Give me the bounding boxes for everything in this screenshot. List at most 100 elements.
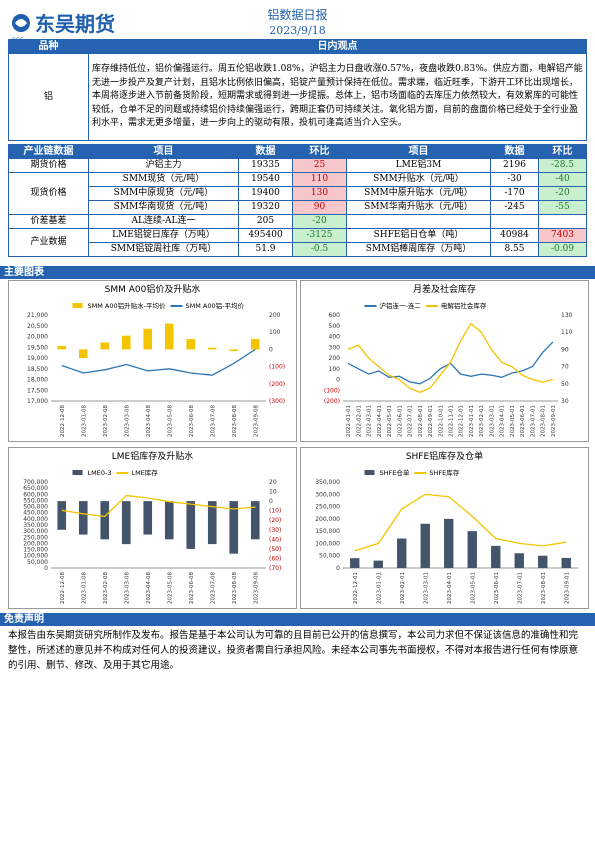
chart-box: SMM A00铝价及升贴水 SMM A00铝升贴水-平均价 SMM A00铝-平均价… xyxy=(8,280,297,442)
bar xyxy=(229,349,239,352)
tick-label: 20,000 xyxy=(27,334,48,341)
bar xyxy=(538,555,548,568)
x-tick-label: 2022-12-01 xyxy=(459,405,465,437)
item-change: 130 xyxy=(292,186,347,201)
data-row: SMM铝锭周社库（万吨） 51.9 -0.5 SMM铝棒周库存（万吨） 8.55 -0.0… xyxy=(9,242,587,257)
tick-label: 100 xyxy=(269,329,281,336)
bar xyxy=(57,345,67,350)
x-tick-label: 2023-07-01 xyxy=(530,405,536,437)
opinion-table: 品种 日内观点 铝库存维持低位，铝价偏强运行。周五伦铝收跌1.08%，沪铝主力日盘… xyxy=(8,39,587,141)
legend-label: SHFE仓单 xyxy=(380,468,410,477)
x-tick-label: 2023-09-08 xyxy=(253,405,259,437)
empty-cell xyxy=(346,214,491,229)
tick-label: 350,000 xyxy=(23,522,48,529)
item-name: SMM铝棒周库存（万吨） xyxy=(346,242,491,257)
x-tick-label: 2022-05-01 xyxy=(387,405,393,437)
data-table: 产业链数据 项目 数据 环比 项目 数据 环比 期货价格 沪铝主力 19335 25 LME铝3M 21… xyxy=(8,144,587,257)
tick-label: 10 xyxy=(269,489,277,496)
item-value: 40984 xyxy=(490,228,539,243)
legend-swatch xyxy=(364,470,375,475)
tick-label: 100 xyxy=(329,366,341,373)
bar xyxy=(121,501,131,545)
item-value: -30 xyxy=(490,172,539,187)
logo-text: 东吴期货 xyxy=(35,12,115,36)
x-tick-label: 2023-08-08 xyxy=(232,572,238,604)
item-change: -0.5 xyxy=(292,242,347,257)
tick-label: 21,000 xyxy=(27,312,48,319)
tick-label: 350,000 xyxy=(315,479,340,486)
logo: 东吴期货 SCF xyxy=(10,8,115,44)
bar xyxy=(186,501,196,549)
x-tick-label: 2023-04-08 xyxy=(146,572,152,604)
legend-label: 电解铝社会库存 xyxy=(441,301,487,310)
item-value: 19400 xyxy=(238,186,293,201)
tick-label: 500,000 xyxy=(23,504,48,511)
item-value: -245 xyxy=(490,200,539,215)
x-tick-label: 2023-05-01 xyxy=(470,572,476,604)
tick-label: 18,500 xyxy=(27,366,48,373)
bar xyxy=(207,347,217,350)
tick-label: 150,000 xyxy=(23,547,48,554)
bar xyxy=(57,501,67,530)
tick-label: 450,000 xyxy=(23,510,48,517)
bar xyxy=(397,538,407,568)
bar xyxy=(467,531,477,568)
bar xyxy=(373,560,383,568)
tick-label: 150,000 xyxy=(315,528,340,535)
x-tick-label: 2023-04-01 xyxy=(447,572,453,604)
legend-swatch xyxy=(72,303,83,308)
tick-label: 650,000 xyxy=(23,485,48,492)
item-value: -170 xyxy=(490,186,539,201)
chart-box: LME铝库存及升贴水 LME0-3 LME库存 0 50,000 100,000 150,0… xyxy=(8,447,297,609)
tick-label: 300,000 xyxy=(23,528,48,535)
bar xyxy=(491,545,501,568)
x-tick-label: 2023-04-08 xyxy=(146,405,152,437)
column-header: 项目 xyxy=(346,144,491,159)
chart-title: SMM A00铝价及升贴水 xyxy=(105,283,201,295)
legend-label: 沪铝连一-连二 xyxy=(380,301,422,310)
x-tick-label: 2023-05-08 xyxy=(167,572,173,604)
x-tick-label: 2022-03-01 xyxy=(367,405,373,437)
x-tick-label: 2023-06-08 xyxy=(189,572,195,604)
column-header: 环比 xyxy=(538,144,587,159)
tick-label: (200) xyxy=(269,381,285,388)
item-change: -0.09 xyxy=(538,242,587,257)
item-change: 7403 xyxy=(538,228,587,243)
column-header: 项目 xyxy=(88,144,239,159)
chart-title: 月差及社会库存 xyxy=(413,283,476,295)
item-name: 沪铝主力 xyxy=(88,158,239,173)
x-tick-label: 2022-07-01 xyxy=(408,405,414,437)
bar xyxy=(100,501,110,540)
tick-label: 700,000 xyxy=(23,479,48,486)
tick-label: 0 xyxy=(269,346,273,353)
report-title: 铝数据日报 xyxy=(267,8,328,22)
tick-label: 0 xyxy=(336,377,340,384)
charts-header: 主要图表 xyxy=(0,266,595,279)
tick-label: 0 xyxy=(269,498,273,505)
column-header: 数据 xyxy=(238,144,293,159)
x-tick-label: 2022-11-01 xyxy=(449,405,455,437)
item-name: SHFE铝日仓单（吨） xyxy=(346,228,491,243)
line xyxy=(347,322,554,394)
x-tick-label: 2023-06-01 xyxy=(494,572,500,604)
tick-label: 50 xyxy=(561,381,569,388)
item-value: 8.55 xyxy=(490,242,539,257)
x-tick-label: 2023-07-01 xyxy=(517,572,523,604)
x-tick-label: 2022-12-08 xyxy=(60,405,66,437)
legend-label: SMM A00铝升贴水-平均价 xyxy=(88,301,166,310)
tick-label: (50) xyxy=(269,546,281,553)
tick-label: 300 xyxy=(329,344,341,351)
tick-label: 600,000 xyxy=(23,491,48,498)
tick-label: (60) xyxy=(269,555,281,562)
line xyxy=(61,494,256,518)
item-value: 495400 xyxy=(238,228,293,243)
tick-label: 200 xyxy=(269,312,281,319)
item-name: AL连续-AL连一 xyxy=(88,214,239,229)
x-tick-label: 2023-05-01 xyxy=(510,405,516,437)
disclaimer-text: 本报告由东吴期货研究所制作及发布。报告是基于本公司认为可靠的且目前已公开的信息撰… xyxy=(8,630,579,671)
tick-label: (100) xyxy=(269,364,285,371)
opinion-section: 品种 日内观点 铝库存维持低位，铝价偏强运行。周五伦铝收跌1.08%，沪铝主力日盘… xyxy=(8,39,587,141)
